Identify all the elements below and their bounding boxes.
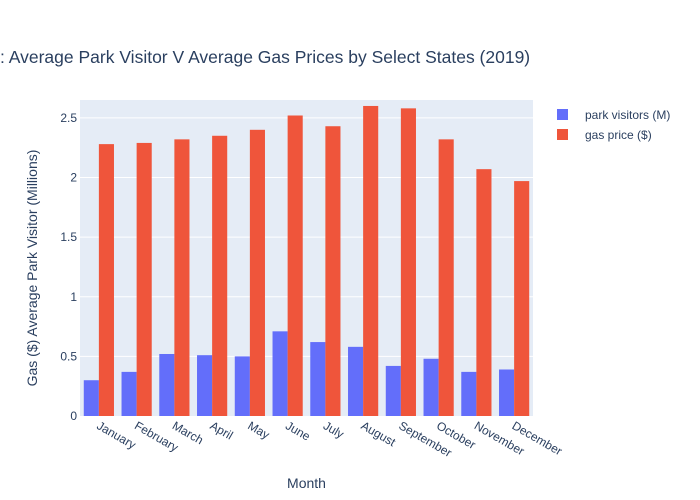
bar-gas-price-july [325,126,341,417]
bar-gas-price-october [438,139,454,416]
bar-park-visitors-march [159,353,175,416]
bar-park-visitors-april [197,355,213,416]
bar-gas-price-december [514,181,530,416]
bar-park-visitors-december [499,369,515,416]
y-tick-label: 2.5 [60,111,77,125]
legend-swatch [557,109,568,120]
y-tick-label: 2 [70,171,77,185]
x-tick-label: August [359,418,399,449]
legend-label: gas price ($) [585,128,652,142]
y-tick-label: 0.5 [60,349,77,363]
bar-gas-price-september [400,108,416,416]
x-axis-title: Month [287,475,326,491]
bar-park-visitors-july [310,342,326,416]
bar-gas-price-may [249,129,265,416]
y-tick-label: 1.5 [60,230,77,244]
x-tick-label: July [321,418,346,441]
gridlines [80,117,533,357]
legend: park visitors (M) gas price ($) [557,108,670,142]
bar-park-visitors-november [461,371,477,416]
y-tick-label: 0 [70,409,77,423]
x-tick-label: June [283,418,313,443]
bar-park-visitors-september [385,365,401,416]
bar-park-visitors-august [348,346,364,416]
y-tick-label: 1 [70,290,77,304]
bar-gas-price-march [174,139,190,416]
bar-gas-price-january [98,144,114,416]
y-axis-ticks: 0 0.5 1 1.5 2 2.5 [60,111,77,423]
bar-park-visitors-january [83,380,99,416]
bar-gas-price-june [287,115,303,416]
bar-gas-price-august [363,105,379,416]
bar-gas-price-february [136,142,152,417]
legend-label: park visitors (M) [585,108,670,122]
legend-swatch [557,129,568,140]
chart-title: : Average Park Visitor V Average Gas Pri… [0,47,530,67]
plot-area [80,100,533,416]
bar-park-visitors-may [234,356,250,416]
y-axis-title: Gas ($) Average Park Visitor (Millions) [24,150,40,387]
x-tick-label: May [245,418,272,441]
x-tick-label: January [94,418,138,451]
bar-gas-price-april [212,135,228,416]
bar-park-visitors-june [272,331,288,416]
bar-park-visitors-october [423,358,439,416]
bars [83,105,530,417]
bar-gas-price-november [476,169,492,416]
x-tick-label: April [208,418,236,442]
bar-park-visitors-february [121,371,137,416]
